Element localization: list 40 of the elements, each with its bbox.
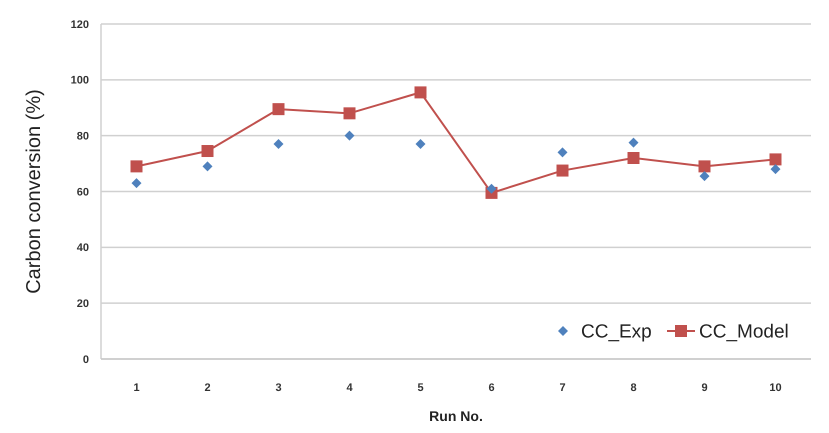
x-tick-label: 8 — [630, 382, 637, 394]
x-tick-label: 1 — [133, 382, 140, 394]
point — [700, 171, 710, 182]
x-tick-label: 10 — [769, 382, 782, 394]
point — [770, 153, 782, 166]
legend-label: CC_Model — [699, 322, 789, 343]
y-tick-label: 120 — [70, 18, 89, 31]
point — [274, 139, 284, 150]
x-tick-label: 6 — [488, 382, 495, 394]
point — [344, 130, 354, 141]
point — [130, 160, 142, 172]
x-axis-title: Run No. — [429, 408, 483, 424]
point — [698, 160, 710, 172]
point — [628, 138, 638, 148]
y-tick-label: 60 — [76, 186, 89, 198]
point — [202, 145, 214, 158]
point — [558, 147, 568, 158]
point — [416, 139, 426, 150]
x-tick-label: 9 — [701, 382, 708, 394]
x-tick-label: 2 — [204, 382, 211, 394]
y-tick-label: 40 — [76, 242, 89, 254]
point — [202, 161, 212, 172]
point — [414, 86, 426, 98]
point — [770, 164, 780, 174]
legend-label: CC_Exp — [581, 322, 652, 343]
x-tick-label: 7 — [559, 382, 566, 394]
point — [272, 103, 284, 116]
x-tick-label: 4 — [346, 382, 354, 394]
x-tick-label: 5 — [417, 382, 424, 394]
y-tick-label: 0 — [82, 354, 89, 366]
point — [132, 178, 142, 188]
y-tick-label: 80 — [76, 130, 89, 143]
point — [486, 184, 496, 194]
point — [628, 152, 640, 164]
x-tick-label: 3 — [275, 382, 282, 394]
y-axis-title: Carbon conversion (%) — [23, 89, 45, 294]
point — [556, 164, 568, 177]
point — [344, 107, 356, 120]
y-tick-label: 100 — [70, 74, 89, 87]
y-tick-label: 20 — [76, 298, 89, 310]
